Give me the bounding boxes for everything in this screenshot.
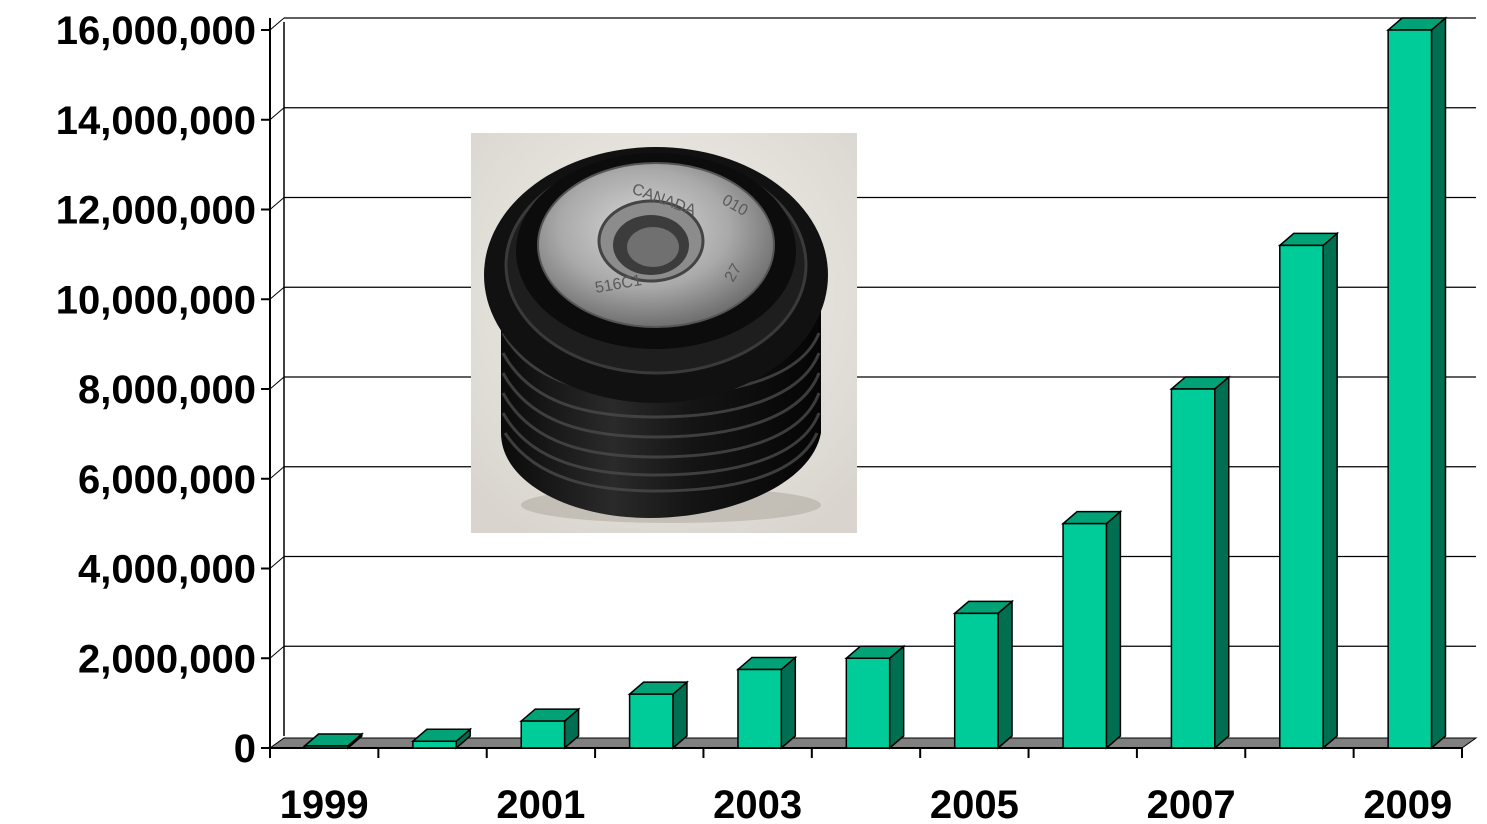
gridline-diagonal xyxy=(269,17,285,31)
bar-side xyxy=(997,599,1013,750)
bar-side xyxy=(1322,231,1338,750)
bar-2003 xyxy=(735,655,798,750)
bar-2002 xyxy=(627,680,689,750)
y-tick-label: 12,000,000 xyxy=(56,189,256,233)
bar-2001 xyxy=(519,707,581,750)
bar-front xyxy=(1387,29,1433,749)
gridline-diagonal xyxy=(269,466,285,480)
bar-1999 xyxy=(302,732,364,750)
bar-2008 xyxy=(1277,231,1340,750)
gridline-diagonal xyxy=(269,107,285,121)
bar-2007 xyxy=(1169,375,1231,750)
y-tick-label: 14,000,000 xyxy=(56,99,256,143)
bar-front xyxy=(845,657,891,749)
x-tick-label: 2009 xyxy=(1363,783,1452,824)
pulley-photo: CANADA 010 516C1 27 xyxy=(471,133,857,533)
bar-side xyxy=(1105,509,1122,750)
bar-side xyxy=(1214,375,1230,750)
bars xyxy=(302,16,1448,750)
svg-text:27: 27 xyxy=(722,261,746,285)
bar-2005 xyxy=(952,599,1015,750)
y-tick-label: 16,000,000 xyxy=(56,9,256,53)
bar-front xyxy=(1170,388,1216,749)
gridline-diagonal xyxy=(269,376,285,390)
bar-side xyxy=(1430,16,1447,750)
pulley-image: CANADA 010 516C1 27 xyxy=(471,133,857,533)
y-tick-label: 10,000,000 xyxy=(56,278,256,322)
bar-front xyxy=(412,740,457,749)
bar-front xyxy=(303,745,349,749)
x-tick-label: 2007 xyxy=(1147,783,1236,824)
bar-front xyxy=(1279,244,1324,749)
tick-labels: 0 2,000,000 4,000,000 6,000,000 8,000,000 10,… xyxy=(56,9,1453,824)
bar-front xyxy=(628,693,674,749)
bar-side xyxy=(888,644,905,750)
bar-2000 xyxy=(410,727,473,750)
bar-front xyxy=(1062,522,1108,749)
bar-2004 xyxy=(844,644,906,750)
y-tick-label: 0 xyxy=(234,727,256,771)
bar-side xyxy=(780,655,797,750)
gridline-diagonal xyxy=(269,286,285,300)
bar-front xyxy=(737,668,783,749)
y-tick-label: 4,000,000 xyxy=(78,548,256,592)
bar-front xyxy=(520,720,566,749)
x-tick-label: 2003 xyxy=(713,783,802,824)
gridline-diagonal xyxy=(269,645,285,659)
y-tick-label: 6,000,000 xyxy=(78,458,256,502)
bar-2009 xyxy=(1386,16,1448,750)
gridline-diagonal xyxy=(269,197,285,210)
gridline-diagonal xyxy=(269,556,285,569)
y-tick-label: 8,000,000 xyxy=(78,368,256,412)
x-tick-label: 2001 xyxy=(496,783,585,824)
x-tick-label: 1999 xyxy=(280,783,369,824)
bar-2006 xyxy=(1061,509,1123,750)
y-tick-label: 2,000,000 xyxy=(78,637,256,681)
bar-front xyxy=(953,612,999,749)
x-tick-label: 2005 xyxy=(930,783,1019,824)
